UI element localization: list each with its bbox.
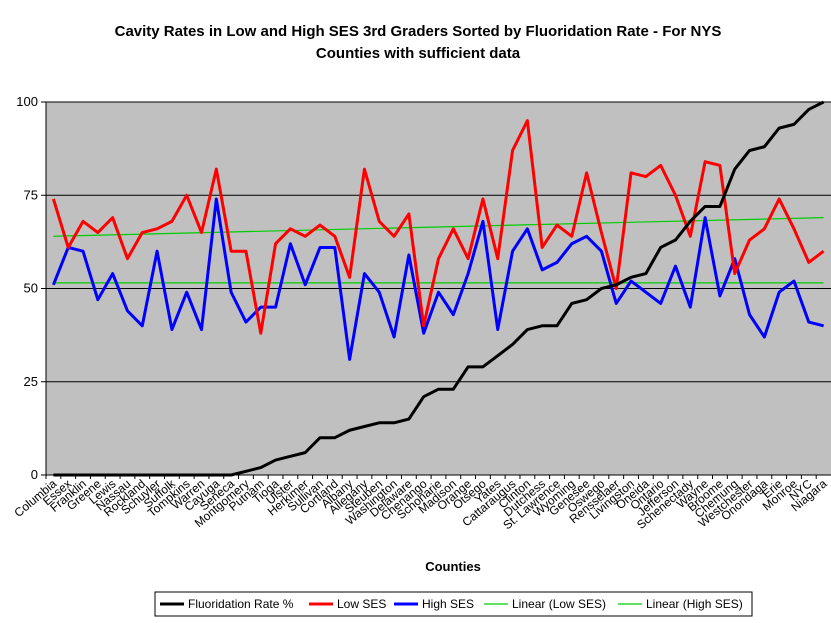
legend-box bbox=[154, 591, 753, 617]
y-tick-label: 50 bbox=[24, 281, 38, 296]
series-line-0 bbox=[53, 100, 825, 477]
x-tick-labels: ColumbiaEssexFranklinGreeneLewisNassauRo… bbox=[11, 475, 830, 532]
chart-title-line-1: Cavity Rates in Low and High SES 3rd Gra… bbox=[115, 23, 722, 40]
series-line-2 bbox=[52, 197, 824, 361]
legend-label: Low SES bbox=[337, 597, 386, 611]
trendline-3 bbox=[53, 217, 824, 237]
x-axis-label: Counties bbox=[425, 559, 481, 574]
legend: Fluoridation Rate % Low SES High SES Linear… bbox=[154, 591, 753, 617]
series-lines bbox=[51, 100, 825, 477]
y-tick-label: 100 bbox=[16, 94, 38, 109]
y-tick-label: 25 bbox=[24, 374, 38, 389]
legend-label: Linear (Low SES) bbox=[512, 597, 606, 611]
legend-label: High SES bbox=[422, 597, 474, 611]
legend-label: Fluoridation Rate % bbox=[188, 597, 294, 611]
y-tick-label: 75 bbox=[24, 187, 38, 202]
y-tick-label: 0 bbox=[31, 467, 38, 482]
chart-title-line-2: Counties with sufficient data bbox=[316, 45, 521, 62]
legend-label: Linear (High SES) bbox=[646, 597, 743, 611]
series-line-1 bbox=[51, 119, 825, 335]
y-tick-labels: 0 25 50 75 100 bbox=[16, 94, 38, 482]
